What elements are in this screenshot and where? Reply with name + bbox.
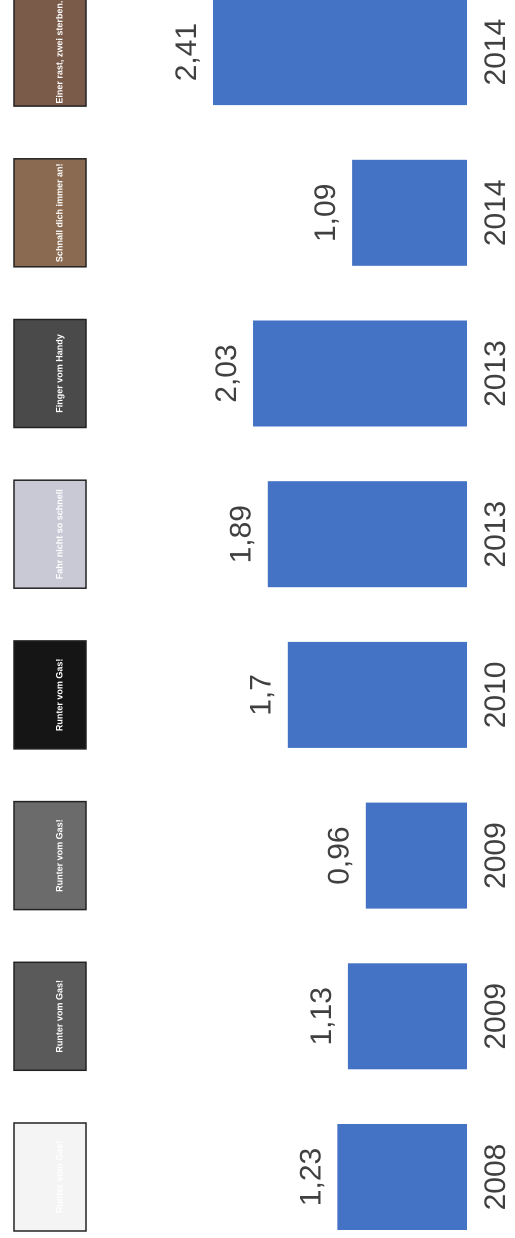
bar [365, 802, 467, 909]
thumbnail [13, 0, 87, 107]
bar [337, 1124, 467, 1230]
bar [352, 159, 467, 266]
bar [347, 963, 467, 1070]
bar [267, 481, 467, 588]
bar [253, 320, 467, 427]
bar [287, 641, 467, 748]
thumbnail-caption: Runter vom Gas! [54, 1141, 64, 1214]
thumbnail-caption: Fahr nicht so schnell [54, 489, 64, 579]
thumbnail [13, 158, 87, 268]
category-label: 2010 [479, 662, 512, 729]
category-label: 2008 [479, 1144, 512, 1211]
value-label: 1,23 [294, 1148, 327, 1206]
value-label: 2,03 [210, 344, 243, 402]
value-label: 1,09 [309, 184, 342, 242]
value-label: 1,7 [245, 674, 278, 716]
thumbnail [13, 318, 87, 429]
thumbnail-caption: Schnall dich immer an! [54, 164, 64, 263]
category-label: 2014 [479, 179, 512, 246]
thumbnail-caption: Runter vom Gas! [54, 659, 64, 732]
value-label: 0,96 [323, 826, 356, 884]
thumbnail [13, 640, 87, 750]
thumbnail [13, 479, 87, 589]
category-label: 2013 [479, 340, 512, 407]
category-label: 2009 [479, 983, 512, 1050]
thumbnail-caption: Finger vom Handy [54, 334, 64, 413]
thumbnail [13, 961, 87, 1072]
thumbnail-caption: Runter vom Gas! [54, 819, 64, 892]
value-label: 1,13 [305, 987, 338, 1045]
value-label: 1,89 [225, 505, 258, 563]
thumbnail-caption: Einer rast, zwei sterben. [54, 1, 64, 104]
thumbnail [13, 800, 87, 911]
category-label: 2014 [479, 19, 512, 86]
bar [212, 0, 467, 106]
thumbnail [13, 1122, 87, 1232]
category-label: 2013 [479, 501, 512, 568]
value-label: 2,41 [170, 23, 203, 81]
category-label: 2009 [479, 822, 512, 889]
thumbnail-caption: Runter vom Gas! [54, 980, 64, 1053]
